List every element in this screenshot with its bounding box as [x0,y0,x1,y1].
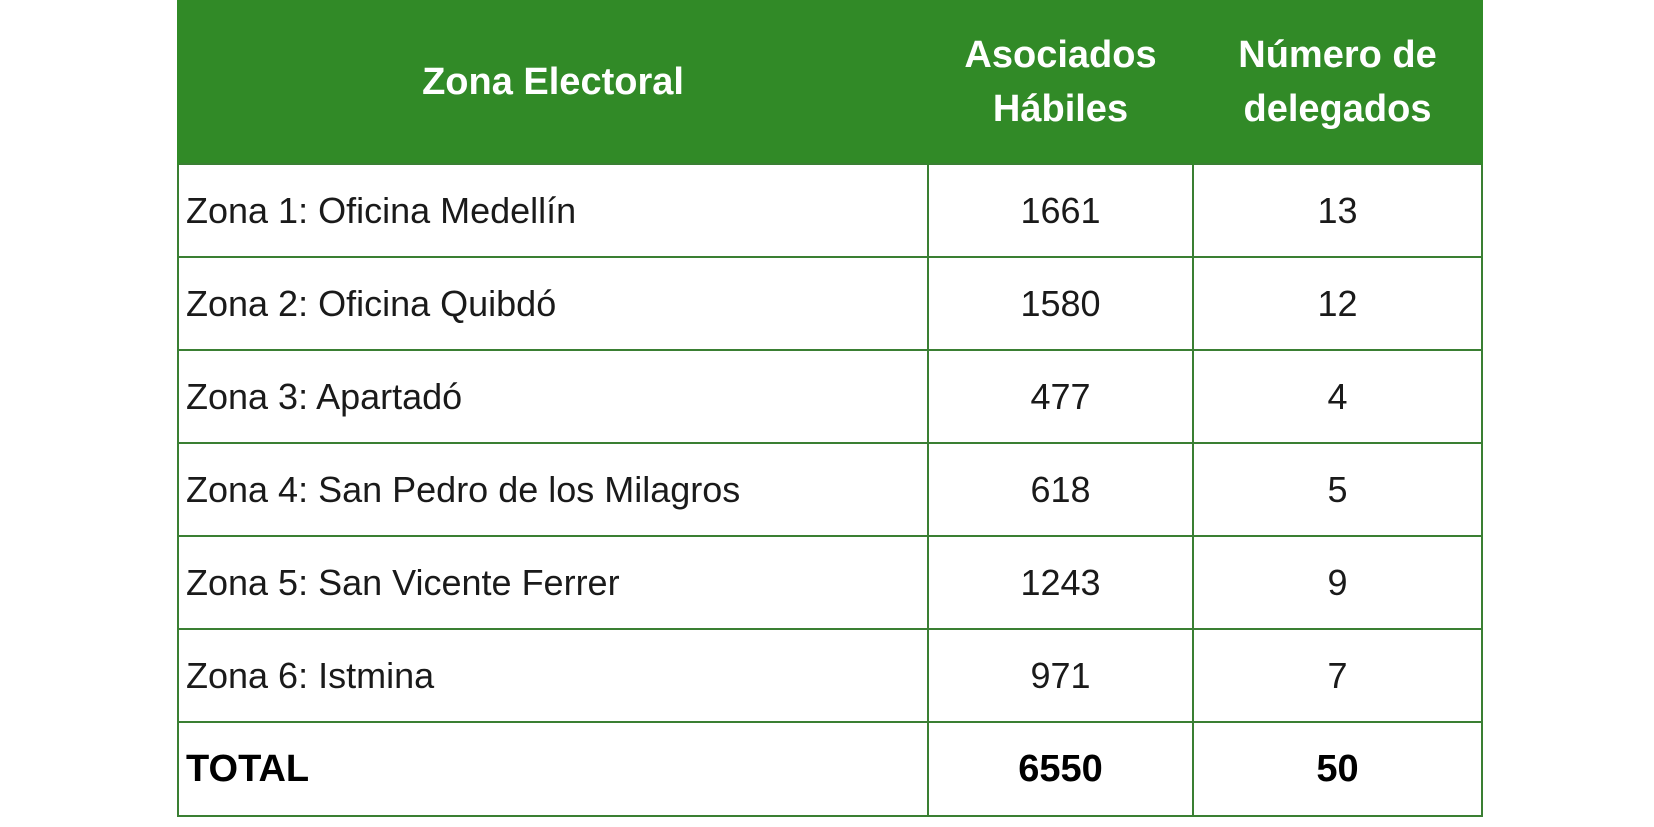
header-asociados-line1: Asociados [964,33,1157,76]
delegados-cell: 13 [1192,163,1483,258]
header-row: Zona Electoral Asociados Hábiles Número … [177,0,1483,164]
total-row: TOTAL 6550 50 [177,721,1483,817]
zone-cell: Zona 2: Oficina Quibdó [177,256,929,351]
header-zona-electoral-label: Zona Electoral [422,60,684,103]
delegados-cell: 9 [1192,535,1483,630]
table-row: Zona 5: San Vicente Ferrer 1243 9 [177,535,1483,630]
table-row: Zona 3: Apartadó 477 4 [177,349,1483,444]
header-zona-electoral: Zona Electoral [177,0,929,164]
table-row: Zona 1: Oficina Medellín 1661 13 [177,163,1483,258]
asociados-cell: 477 [927,349,1194,444]
delegados-cell: 7 [1192,628,1483,723]
zone-cell: Zona 3: Apartadó [177,349,929,444]
table-row: Zona 6: Istmina 971 7 [177,628,1483,723]
total-delegados-cell: 50 [1192,721,1483,817]
header-numero-delegados: Número de delegados [1192,0,1483,164]
header-delegados-line1: Número de [1238,33,1437,76]
header-asociados-habiles: Asociados Hábiles [927,0,1194,164]
total-asociados-cell: 6550 [927,721,1194,817]
electoral-zones-table: Zona Electoral Asociados Hábiles Número … [177,0,1483,817]
header-asociados-line2: Hábiles [992,87,1129,130]
header-delegados-line2: delegados [1243,87,1432,130]
total-label-cell: TOTAL [177,721,929,817]
table-body: Zona 1: Oficina Medellín 1661 13 Zona 2:… [177,163,1483,817]
asociados-cell: 1580 [927,256,1194,351]
delegados-cell: 4 [1192,349,1483,444]
asociados-cell: 1661 [927,163,1194,258]
zone-cell: Zona 6: Istmina [177,628,929,723]
zone-cell: Zona 5: San Vicente Ferrer [177,535,929,630]
asociados-cell: 971 [927,628,1194,723]
table-row: Zona 2: Oficina Quibdó 1580 12 [177,256,1483,351]
electoral-zones-table-container: Zona Electoral Asociados Hábiles Número … [177,0,1483,817]
zone-cell: Zona 1: Oficina Medellín [177,163,929,258]
asociados-cell: 618 [927,442,1194,537]
delegados-cell: 12 [1192,256,1483,351]
table-row: Zona 4: San Pedro de los Milagros 618 5 [177,442,1483,537]
zone-cell: Zona 4: San Pedro de los Milagros [177,442,929,537]
asociados-cell: 1243 [927,535,1194,630]
delegados-cell: 5 [1192,442,1483,537]
table-header: Zona Electoral Asociados Hábiles Número … [177,0,1483,164]
